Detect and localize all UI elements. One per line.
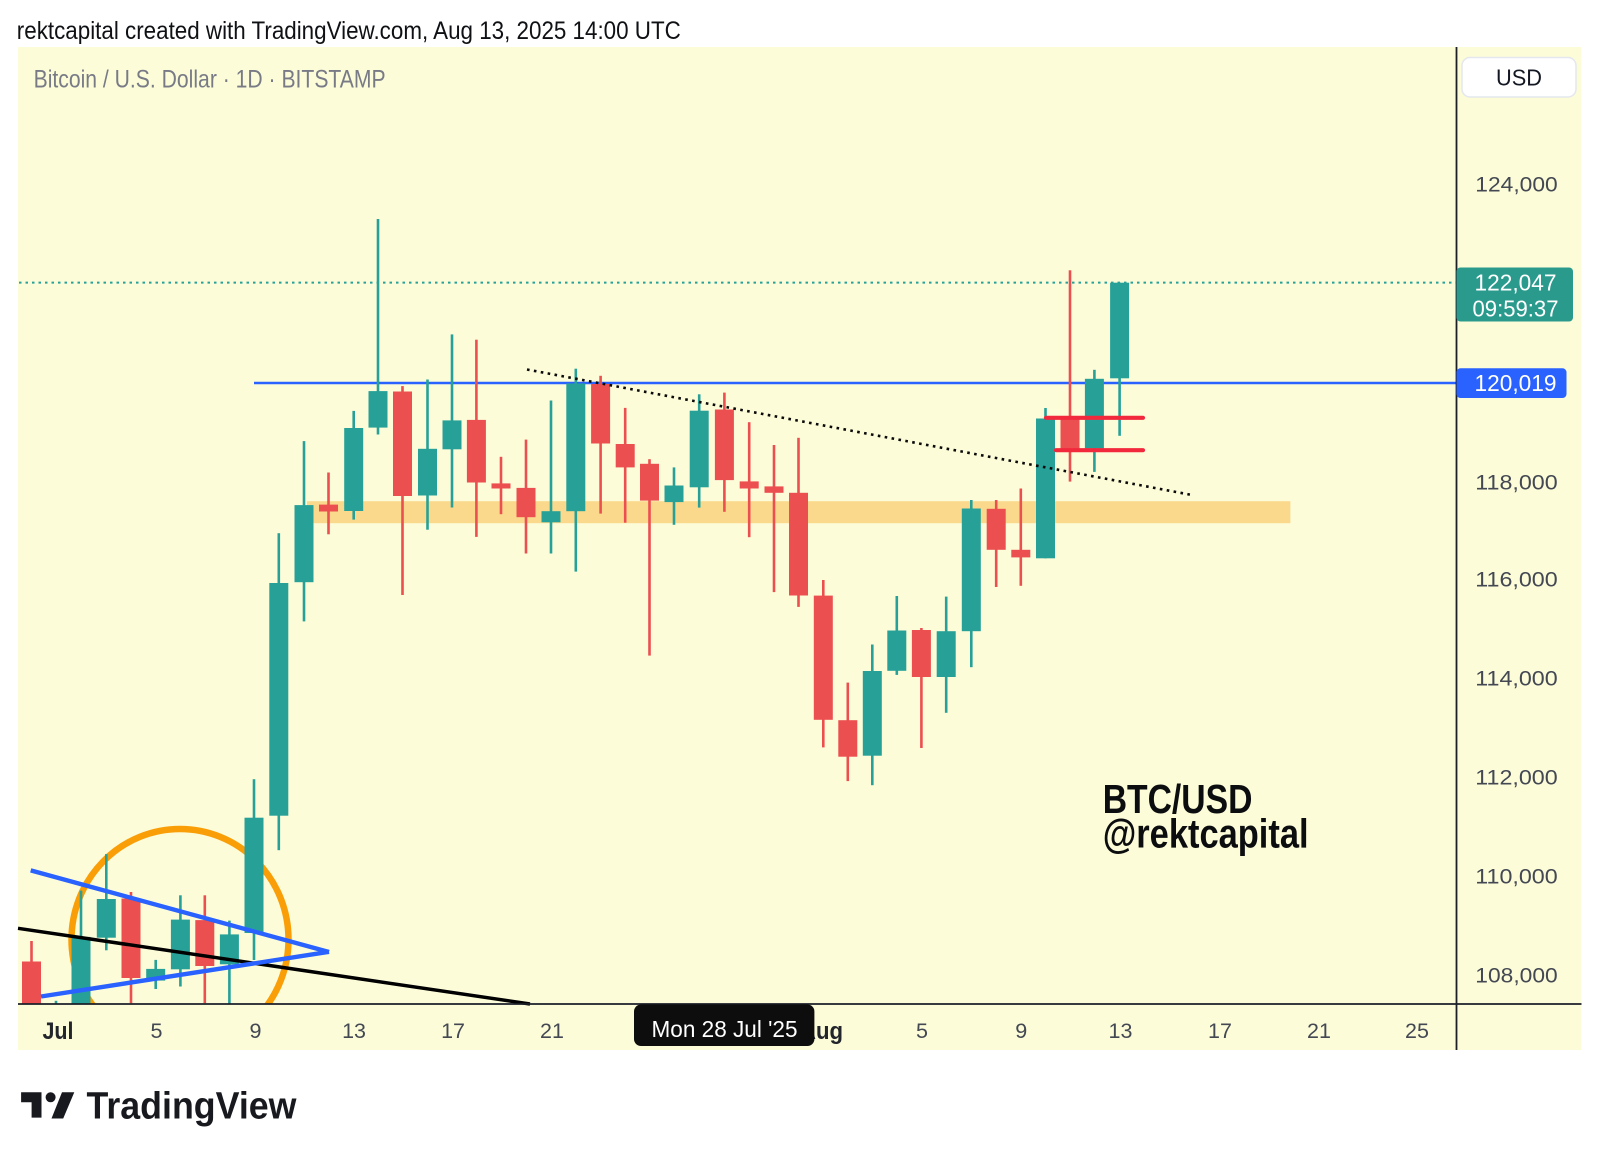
svg-text:9: 9 <box>250 1019 262 1043</box>
svg-text:09:59:37: 09:59:37 <box>1473 295 1559 321</box>
svg-text:Bitcoin / U.S. Dollar · 1D · B: Bitcoin / U.S. Dollar · 1D · BITSTAMP <box>34 66 386 94</box>
svg-text:120,019: 120,019 <box>1475 370 1557 396</box>
svg-text:Mon 28 Jul '25: Mon 28 Jul '25 <box>652 1016 798 1042</box>
svg-text:25: 25 <box>1405 1019 1429 1043</box>
svg-text:Jul: Jul <box>43 1018 74 1045</box>
svg-text:124,000: 124,000 <box>1475 173 1557 197</box>
svg-text:@rektcapital: @rektcapital <box>1103 811 1309 857</box>
svg-text:116,000: 116,000 <box>1475 568 1557 592</box>
svg-text:TradingView: TradingView <box>87 1086 297 1128</box>
svg-text:21: 21 <box>540 1019 564 1043</box>
svg-text:21: 21 <box>1307 1019 1331 1043</box>
svg-text:BTC/USD: BTC/USD <box>1103 776 1253 822</box>
svg-text:118,000: 118,000 <box>1475 470 1557 494</box>
svg-text:5: 5 <box>151 1019 163 1043</box>
svg-text:108,000: 108,000 <box>1475 963 1557 987</box>
svg-text:112,000: 112,000 <box>1475 765 1557 789</box>
svg-text:17: 17 <box>441 1019 465 1043</box>
svg-text:5: 5 <box>916 1019 928 1043</box>
svg-text:USD: USD <box>1496 65 1542 91</box>
svg-text:13: 13 <box>342 1019 366 1043</box>
svg-text:114,000: 114,000 <box>1475 666 1557 690</box>
svg-text:rektcapital created with Tradi: rektcapital created with TradingView.com… <box>17 17 681 45</box>
svg-text:9: 9 <box>1015 1019 1027 1043</box>
svg-text:110,000: 110,000 <box>1475 864 1557 888</box>
svg-text:122,047: 122,047 <box>1475 269 1557 295</box>
svg-text:17: 17 <box>1208 1019 1232 1043</box>
svg-text:13: 13 <box>1109 1019 1133 1043</box>
